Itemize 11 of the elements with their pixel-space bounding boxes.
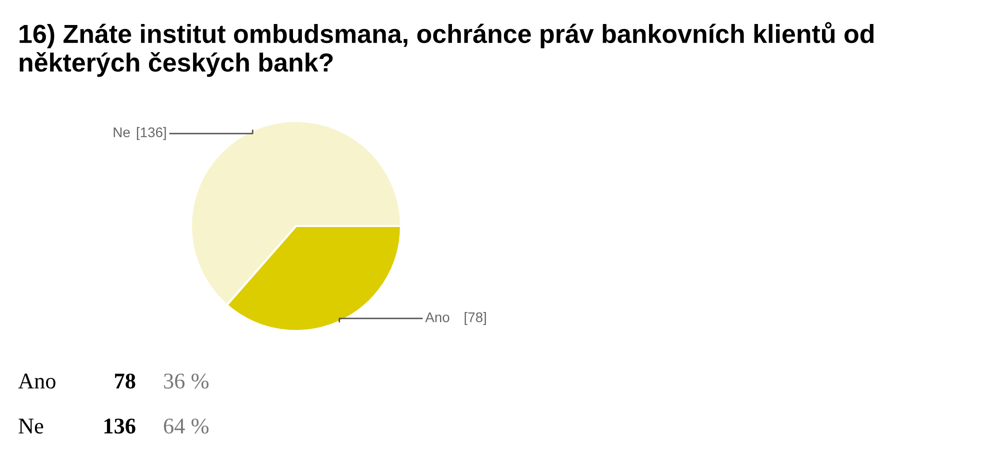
category-label: Ano: [18, 374, 56, 389]
text: 136: [104, 418, 136, 434]
data-label: [136]: [136, 127, 166, 140]
text: 36 %: [164, 374, 209, 389]
text: 64 %: [164, 418, 209, 434]
category-label: Ne: [18, 418, 44, 434]
slice-label: Ano: [425, 312, 450, 322]
data-label: [78]: [464, 312, 486, 325]
text: 78: [115, 374, 136, 389]
chart-title: 16) Znáte institut ombudsmana, ochránce práv bankovních klientů od některých českých bank?: [20, 22, 874, 77]
slice-label: Ne: [114, 128, 130, 138]
